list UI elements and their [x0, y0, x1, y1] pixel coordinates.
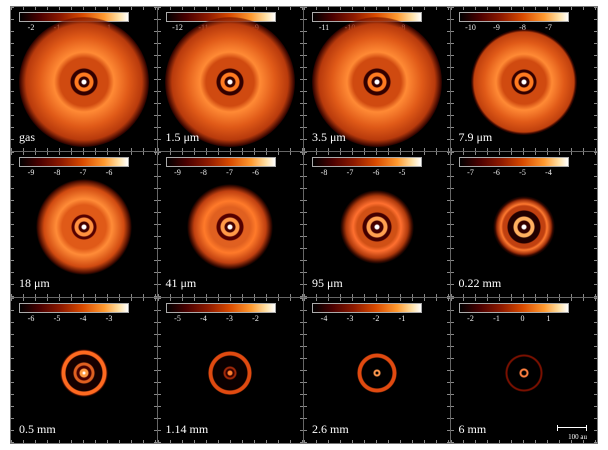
colorbar: [458, 12, 569, 22]
colorbar-tick-label: -6: [27, 313, 35, 323]
colorbar-tick-label: -7: [467, 168, 474, 178]
colorbar-tick-label: -3: [105, 313, 113, 323]
colorbar-ticks: -6 -5 -4 -3: [19, 314, 129, 326]
panel-label: 0.22 mm: [458, 275, 502, 290]
colorbar-tick-label: -7: [226, 168, 233, 178]
colorbar-tick-label: -1: [398, 313, 406, 323]
panel-label: 41 μm: [165, 275, 197, 290]
colorbar-tick-label: -10: [465, 23, 476, 32]
colorbar-tick-label: -7: [346, 168, 354, 178]
colorbar-tick-label: -6: [252, 168, 259, 178]
panel-7: -8 -7 -6 -5 95 μm: [304, 152, 451, 298]
colorbar-tick-label: -11: [318, 23, 330, 32]
panel-10: -5 -4 -3 -2 1.14 mm: [157, 297, 304, 443]
disk-image: [208, 351, 253, 396]
colorbar-tick-label: -7: [545, 23, 552, 32]
colorbar-tick-label: -9: [493, 23, 500, 32]
disk-image: [165, 17, 296, 148]
disk-image: [356, 353, 397, 394]
panel-label: gas: [19, 130, 35, 145]
colorbar: [19, 157, 129, 168]
colorbar-ticks: -9 -8 -7 -6: [166, 168, 276, 180]
disk-image: [470, 29, 577, 136]
colorbar-ticks: -8 -7 -6 -5: [312, 168, 422, 180]
panel-12: -2 -1 0 1 6 mm 100 au: [450, 297, 597, 443]
disk-image: [35, 179, 132, 276]
colorbar: [165, 157, 276, 168]
colorbar: [312, 157, 422, 168]
colorbar-tick-label: -2: [27, 23, 35, 32]
panel-label: 1.14 mm: [165, 421, 209, 436]
colorbar-ticks: -2 -1 0 1: [459, 314, 569, 326]
colorbar-tick-label: 1: [546, 313, 551, 323]
colorbar: [165, 302, 276, 313]
colorbar-tick-label: -9: [174, 168, 181, 178]
panel-9: -6 -5 -4 -3 0.5 mm: [11, 297, 158, 443]
colorbar-tick-label: -5: [398, 168, 406, 178]
colorbar: [312, 302, 422, 313]
colorbar-tick-label: 0: [520, 313, 525, 323]
colorbar-tick-label: -2: [467, 313, 474, 323]
panel-1: -2-101gas: [11, 7, 158, 153]
colorbar-tick-label: -5: [519, 168, 526, 178]
colorbar-tick-label: -5: [53, 313, 61, 323]
colorbar-tick-label: -2: [372, 313, 380, 323]
colorbar-ticks: -5 -4 -3 -2: [166, 314, 276, 326]
colorbar-ticks: -7 -6 -5 -4: [459, 168, 569, 180]
colorbar-ticks: -4 -3 -2 -1: [312, 314, 422, 326]
panel-label: 18 μm: [19, 275, 50, 290]
colorbar-tick-label: -4: [320, 313, 328, 323]
panel-label: 6 mm: [458, 421, 487, 436]
panel-5: -9 -8 -7 -6 18 μm: [11, 152, 158, 298]
colorbar-tick-label: -1: [493, 313, 500, 323]
scale-bar: [557, 424, 587, 431]
colorbar: [19, 302, 129, 313]
colorbar-tick-label: -4: [79, 313, 87, 323]
panel-label: 95 μm: [312, 275, 343, 290]
colorbar: [458, 302, 569, 313]
panel-11: -4 -3 -2 -1 2.6 mm: [304, 297, 451, 443]
colorbar-tick-label: -4: [545, 168, 552, 178]
figure-grid: -2-101gas-12-11-10-91.5 μm-11-10-9-83.5 …: [10, 6, 598, 444]
panel-4: -10 -9 -8 -7 7.9 μm: [450, 7, 597, 153]
colorbar-tick-label: -8: [320, 168, 328, 178]
disk-image: [18, 17, 149, 148]
disk-image: [492, 196, 555, 259]
panel-3: -11-10-9-83.5 μm: [304, 7, 451, 153]
panel-label: 7.9 μm: [458, 130, 493, 145]
colorbar-tick-label: -5: [174, 313, 181, 323]
colorbar-tick-label: -6: [105, 168, 113, 178]
panel-8: -7 -6 -5 -4 0.22 mm: [450, 152, 597, 298]
panel-label: 2.6 mm: [312, 421, 349, 436]
colorbar-tick-label: -9: [27, 168, 35, 178]
panel-2: -12-11-10-91.5 μm: [157, 7, 304, 153]
disk-image: [504, 354, 543, 393]
colorbar-tick-label: -12: [172, 23, 183, 32]
colorbar-tick-label: -3: [226, 313, 233, 323]
disk-image: [187, 184, 274, 271]
panel-6: -9 -8 -7 -6 41 μm: [157, 152, 304, 298]
panel-label: 0.5 mm: [19, 421, 56, 436]
colorbar-tick-label: -4: [200, 313, 207, 323]
colorbar-tick-label: -2: [252, 313, 259, 323]
colorbar-tick-label: -8: [200, 168, 207, 178]
colorbar-ticks: -9 -8 -7 -6: [19, 168, 129, 180]
colorbar-tick-label: -6: [493, 168, 500, 178]
disk-image: [339, 190, 414, 265]
disk-image: [59, 349, 108, 398]
scale-bar-label: 100 au: [568, 432, 587, 441]
panel-label: 3.5 μm: [312, 130, 346, 145]
disk-image: [311, 17, 442, 148]
colorbar-tick-label: -3: [346, 313, 354, 323]
colorbar-tick-label: -6: [372, 168, 380, 178]
colorbar: [458, 157, 569, 168]
panel-label: 1.5 μm: [165, 130, 200, 145]
colorbar-tick-label: -7: [79, 168, 87, 178]
colorbar-tick-label: -8: [53, 168, 61, 178]
